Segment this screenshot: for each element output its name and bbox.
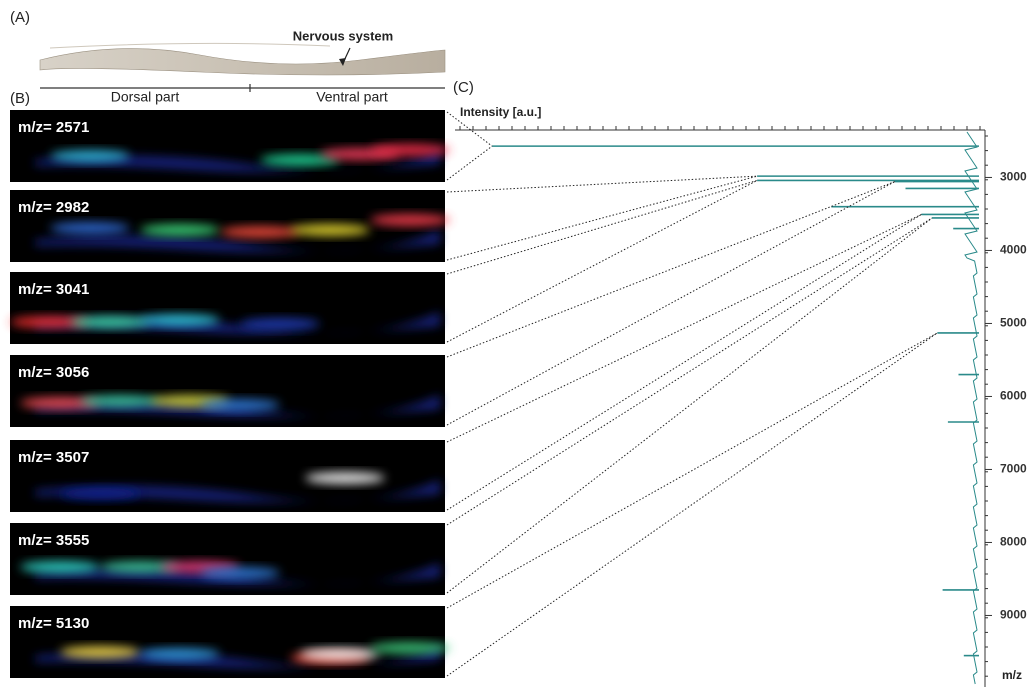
intensity-blob [290,224,370,236]
connector [447,176,757,192]
intensity-blob [240,318,320,330]
intensity-blob [370,144,450,156]
region-label: Ventral part [316,89,388,105]
tick-label: 3000 [1000,170,1027,184]
intensity-blob [60,488,140,500]
tick-label: 4000 [1000,243,1027,257]
intensity-blob [50,150,130,162]
image-label: m/z= 2982 [18,199,89,216]
connector [447,146,492,180]
connector [447,180,757,342]
intensity-blob [140,314,220,326]
tissue-edge [50,43,330,48]
tick-label: 8000 [1000,535,1027,549]
figure: (A) Nervous system Dorsal part Ventral p… [0,0,1033,687]
image-label: m/z= 3507 [18,449,89,466]
tissue-section [40,49,445,75]
image-label: m/z= 5130 [18,615,89,632]
intensity-blob [140,648,220,660]
intensity-blob [80,395,160,407]
intensity-blob [300,648,380,660]
connector [447,214,921,510]
intensity-blob [60,646,140,658]
connector [447,180,757,274]
tick-label: 9000 [1000,608,1027,622]
connector [447,176,757,260]
panel-label: (B) [10,90,30,107]
tick-label: 6000 [1000,389,1027,403]
panel-label: (C) [453,79,474,96]
axis-title: m/z [1002,668,1022,682]
intensity-blob [70,316,150,328]
connector [447,214,921,442]
connector [447,333,937,676]
tick-label: 7000 [1000,462,1027,476]
intensity-blob [370,642,450,654]
intensity-blob [20,561,100,573]
region-label: Dorsal part [111,89,180,105]
panel-label: (A) [10,9,30,26]
connector [447,218,932,525]
image-label: m/z= 3056 [18,364,89,381]
connector [447,218,932,593]
intensity-blob [370,214,450,226]
connector [447,182,895,357]
intensity-blob [200,567,280,579]
connector [447,182,895,425]
image-label: m/z= 2571 [18,119,89,136]
annotation: Nervous system [293,28,393,43]
intensity-blob [140,224,220,236]
tick-label: 5000 [1000,316,1027,330]
axis-title: Intensity [a.u.] [460,105,541,119]
intensity-blob [220,226,300,238]
intensity-blob [305,472,385,484]
image-label: m/z= 3041 [18,281,89,298]
connector [447,333,937,608]
image-label: m/z= 3555 [18,532,89,549]
intensity-blob [50,222,130,234]
intensity-blob [200,399,280,411]
